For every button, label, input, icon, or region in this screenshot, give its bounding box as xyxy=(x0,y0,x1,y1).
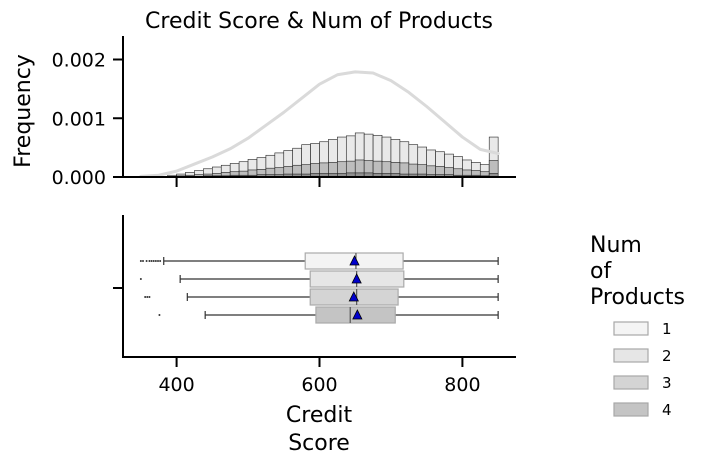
legend-label: 3 xyxy=(662,374,672,392)
legend-item-3: 3 xyxy=(613,374,672,392)
x-axis-label-line: Credit xyxy=(286,403,353,428)
y-axis-label: Frequency xyxy=(11,54,36,168)
outlier-point xyxy=(157,260,160,262)
legend-item-2: 2 xyxy=(613,347,672,365)
x-axis-label-line: Score xyxy=(288,431,350,456)
legend-swatch xyxy=(613,402,649,417)
legend-items: 1 2 3 4 xyxy=(613,320,672,419)
legend-title-line: Num xyxy=(590,233,642,258)
legend-title-line: Products xyxy=(590,285,685,310)
x-tick-label: 800 xyxy=(444,374,480,396)
legend-swatch xyxy=(613,375,649,390)
y-tick-label: 0.001 xyxy=(52,108,106,130)
legend-label: 2 xyxy=(662,347,672,365)
legend-swatch xyxy=(613,321,649,336)
outlier-point xyxy=(146,296,149,298)
mean-marker xyxy=(351,273,362,284)
legend-item-4: 4 xyxy=(613,401,672,419)
histogram-panel: Credit Score & Num of Products Frequency… xyxy=(11,9,516,189)
x-tick-label: 600 xyxy=(301,374,337,396)
outlier-point xyxy=(152,260,155,262)
kde-curve xyxy=(139,70,500,178)
outlier-point xyxy=(150,260,153,262)
mean-marker xyxy=(352,309,363,320)
legend-label: 4 xyxy=(662,401,672,419)
histogram-bars xyxy=(140,132,499,178)
outlier-point xyxy=(148,260,151,262)
legend-title: Num of Products xyxy=(590,233,685,310)
boxplot-2 xyxy=(139,270,499,288)
boxplot-3 xyxy=(144,288,499,306)
outlier-point xyxy=(154,260,157,262)
outlier-point xyxy=(142,260,145,262)
y-tick-label: 0.002 xyxy=(52,50,106,72)
legend-item-1: 1 xyxy=(613,320,672,338)
y-axis-ticks: 0.000 0.001 0.002 xyxy=(52,50,123,189)
boxplots xyxy=(139,252,499,324)
outlier-point xyxy=(145,260,148,262)
x-axis-ticks: 400 600 800 xyxy=(158,357,481,396)
boxplot-panel: 400 600 800 Credit Score xyxy=(113,215,516,456)
outlier-point xyxy=(159,260,162,262)
x-axis-label: Credit Score xyxy=(286,403,353,456)
y-tick-label: 0.000 xyxy=(52,167,106,189)
boxplot-4 xyxy=(158,306,499,324)
legend-swatch xyxy=(613,348,649,363)
outlier-point xyxy=(139,278,142,280)
kde-curves xyxy=(139,70,500,178)
legend-title-line: of xyxy=(590,259,612,284)
chart-title: Credit Score & Num of Products xyxy=(145,9,493,34)
boxplot-1 xyxy=(139,252,499,270)
mean-marker xyxy=(349,255,360,266)
outlier-point xyxy=(144,296,147,298)
x-tick-label: 400 xyxy=(158,374,194,396)
outlier-point xyxy=(139,260,142,262)
legend-label: 1 xyxy=(662,320,672,338)
outlier-point xyxy=(148,296,151,298)
outlier-point xyxy=(158,314,161,316)
top-x-axis-ticks xyxy=(175,177,464,187)
mean-marker xyxy=(348,291,359,302)
legend: Num of Products 1 2 3 4 xyxy=(590,233,685,419)
